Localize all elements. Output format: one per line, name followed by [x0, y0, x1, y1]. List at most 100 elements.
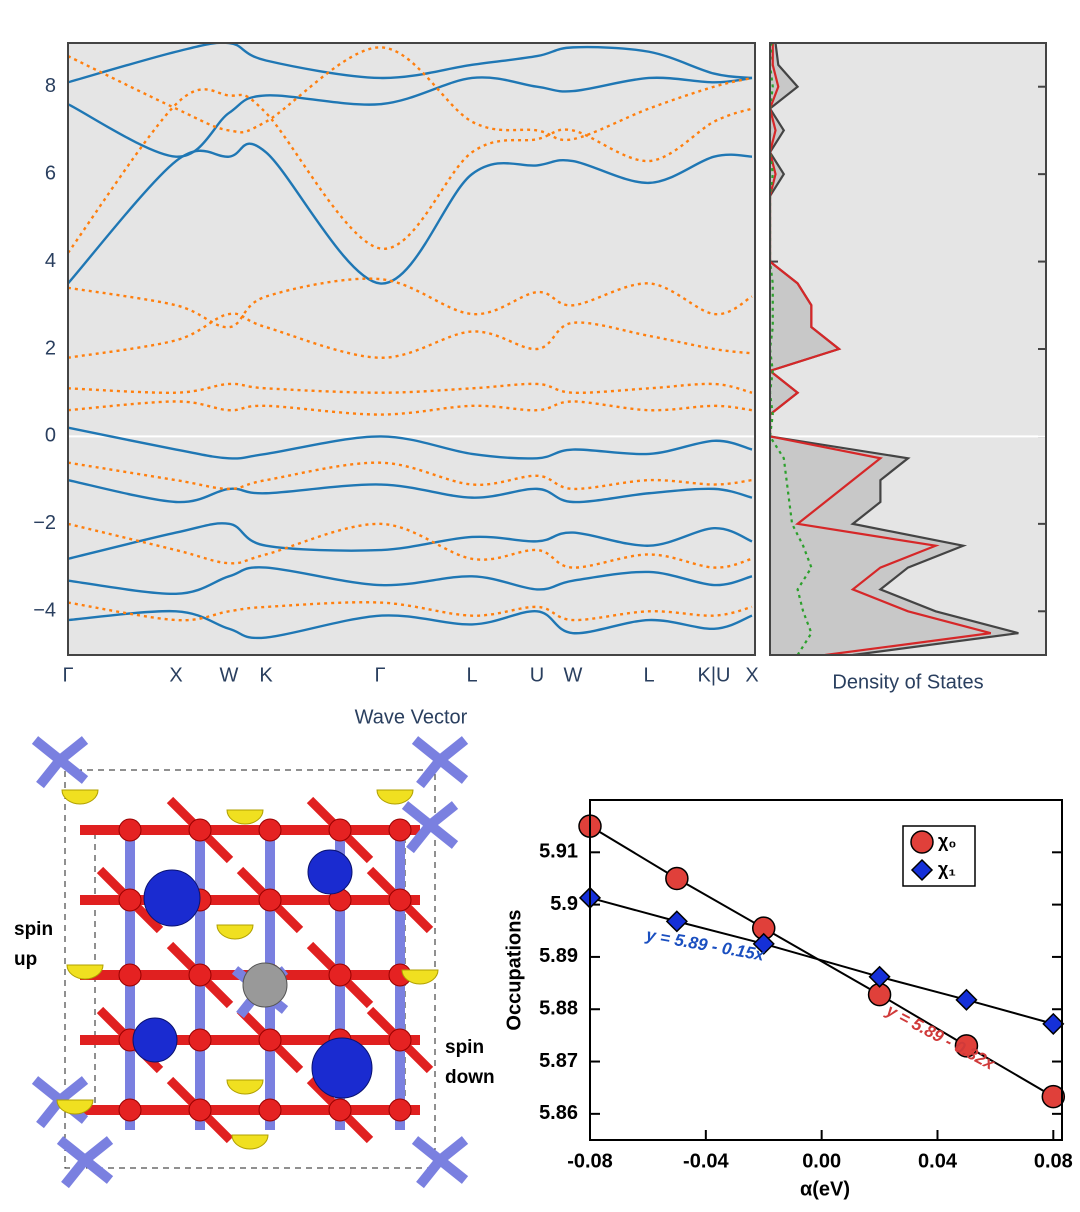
x-axis-title: Wave Vector [355, 706, 468, 728]
x-axis-title: Density of States [832, 671, 983, 693]
legend-marker [910, 858, 934, 882]
dos-line [770, 43, 813, 655]
crystal-structure [31, 736, 469, 1189]
x-tick-label: X [745, 664, 758, 686]
marker [955, 988, 978, 1011]
bond [436, 736, 469, 764]
band-line [68, 312, 753, 359]
x-tick-label: Γ [374, 664, 385, 686]
y-tick-label: 5.9 [550, 893, 578, 915]
band-line [68, 142, 753, 285]
y-axis-title: Occupations [503, 909, 525, 1030]
bond [56, 1136, 89, 1164]
bond [436, 1156, 469, 1184]
atom [118, 888, 142, 912]
x-tick-label: 0.04 [918, 1150, 958, 1172]
plot-frame [589, 799, 1063, 1141]
bond [56, 736, 89, 764]
band-line [68, 426, 753, 460]
atom [388, 1028, 412, 1052]
atom [258, 818, 282, 842]
x-tick-label: 0.00 [802, 1150, 841, 1172]
bond [56, 756, 89, 784]
y-tick-label: 4 [45, 250, 56, 272]
band-line [68, 478, 753, 504]
y-tick-label: 8 [45, 75, 56, 97]
bond [406, 821, 434, 854]
bond [416, 1156, 444, 1189]
metal-atom [307, 849, 353, 895]
spin-density [216, 924, 254, 940]
marker [1041, 1084, 1066, 1109]
atom [388, 818, 412, 842]
atom [118, 818, 142, 842]
bond [401, 801, 434, 829]
spin-density [56, 1099, 94, 1115]
spin-density [401, 969, 439, 985]
atom [258, 1098, 282, 1122]
y-tick-label: 5.89 [539, 945, 578, 967]
x-tick-label: W [564, 664, 583, 686]
spin-density [226, 809, 264, 825]
y-tick-label: −2 [33, 512, 56, 534]
series-line [589, 896, 1054, 1025]
cell-outline [64, 769, 436, 1169]
x-tick-label: L [643, 664, 654, 686]
atom [328, 963, 352, 987]
spin-density [376, 789, 414, 805]
band-line [68, 522, 753, 569]
spin-density [226, 1079, 264, 1095]
series-line [589, 825, 1054, 1098]
dos-line [770, 43, 992, 655]
x-tick-label: K [259, 664, 273, 686]
plot-background [68, 43, 755, 655]
dos-area [770, 43, 1019, 655]
bond [81, 1136, 114, 1164]
x-tick-label: U [530, 664, 544, 686]
atom [242, 962, 288, 1008]
spin-up-label: spin up [14, 919, 54, 970]
bond [436, 1136, 469, 1164]
atom [188, 818, 212, 842]
spin-down-label: spin down [445, 1037, 495, 1088]
bond [36, 1096, 64, 1129]
marker [1042, 1012, 1065, 1035]
atom [258, 888, 282, 912]
plot-frame [769, 42, 1047, 656]
bond [56, 1076, 89, 1104]
atom [188, 1098, 212, 1122]
bond [411, 1136, 444, 1164]
bond [36, 756, 64, 789]
bond [426, 821, 459, 849]
y-tick-label: −4 [33, 600, 56, 622]
metal-atom [143, 869, 201, 927]
bond [416, 756, 444, 789]
bond [81, 1156, 114, 1184]
annotation: y = 5.89 - 0.15x [644, 925, 768, 965]
x-tick-label: K|U [698, 664, 731, 686]
marker [954, 1034, 979, 1058]
band-line [68, 76, 753, 158]
atom [188, 963, 212, 987]
atom [258, 1028, 282, 1052]
marker [752, 932, 775, 955]
y-tick-label: 0 [45, 425, 56, 447]
dos-curves [770, 43, 1019, 655]
bond [31, 736, 64, 764]
band-line [68, 46, 753, 142]
x-tick-label: -0.04 [683, 1150, 729, 1172]
marker [868, 965, 891, 988]
bond [61, 1156, 89, 1189]
y-tick-label: 6 [45, 162, 56, 184]
atom [388, 888, 412, 912]
y-tick-label: 5.87 [539, 1050, 578, 1072]
x-tick-label: W [220, 664, 239, 686]
atom [388, 1098, 412, 1122]
atom [118, 963, 142, 987]
atom [118, 1098, 142, 1122]
atom [188, 1028, 212, 1052]
legend-label: χ₁ [938, 859, 956, 879]
band-line [68, 400, 753, 416]
